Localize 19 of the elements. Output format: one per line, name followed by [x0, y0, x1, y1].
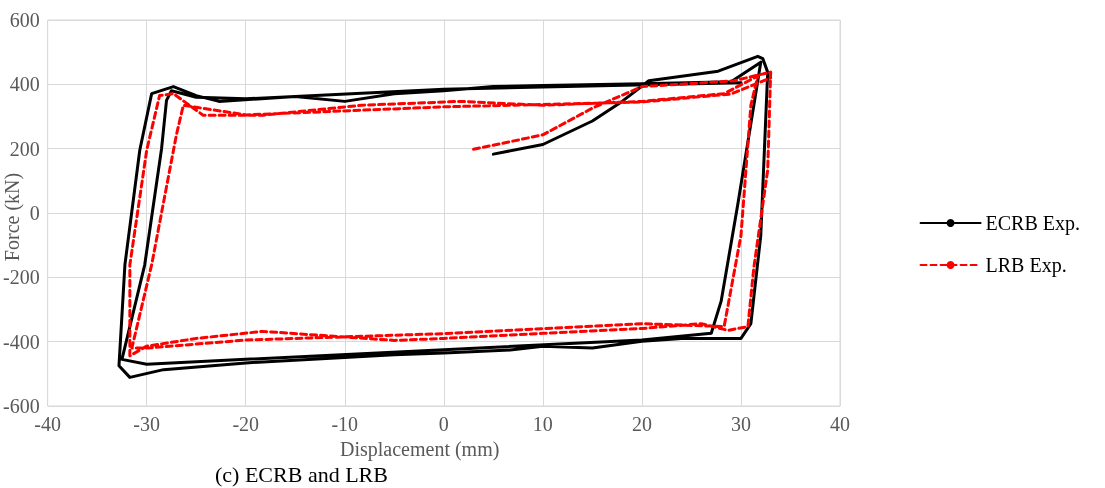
y-tick-label: 600 — [9, 9, 40, 31]
x-tick-label: 10 — [532, 413, 553, 435]
y-axis-title: Force (kN) — [1, 172, 24, 262]
y-tick-label: -400 — [2, 330, 40, 353]
x-tick-label: 40 — [830, 413, 850, 435]
legend-label: ECRB Exp. — [985, 212, 1080, 235]
legend-label: LRB Exp. — [985, 254, 1067, 277]
x-tick-label: -30 — [133, 413, 161, 435]
y-tick-label: -200 — [2, 266, 40, 289]
x-tick-label: -10 — [331, 413, 359, 435]
x-tick-label: 30 — [730, 413, 751, 435]
x-tick-label: 0 — [438, 413, 449, 435]
x-axis-title: Displacement (mm) — [340, 438, 500, 461]
text: (c) ECRB and LRB — [215, 461, 388, 487]
x-tick-label: 20 — [631, 413, 652, 435]
y-tick-label: 0 — [29, 202, 40, 224]
x-tick-label: -20 — [232, 413, 260, 435]
y-tick-label: 400 — [9, 73, 40, 96]
y-tick-label: 200 — [9, 137, 40, 160]
